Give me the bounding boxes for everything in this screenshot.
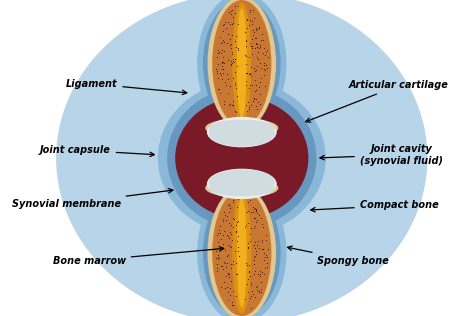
Text: Bone marrow: Bone marrow [53, 246, 224, 266]
Ellipse shape [191, 0, 293, 139]
Ellipse shape [233, 3, 251, 123]
Ellipse shape [204, 190, 280, 316]
Text: Joint capsule: Joint capsule [40, 145, 154, 156]
Ellipse shape [204, 0, 280, 126]
Ellipse shape [208, 169, 276, 198]
Text: Spongy bone: Spongy bone [288, 246, 389, 266]
Ellipse shape [210, 121, 274, 146]
Ellipse shape [233, 193, 251, 313]
Ellipse shape [213, 1, 271, 125]
Ellipse shape [198, 183, 286, 316]
Text: Compact bone: Compact bone [311, 200, 438, 212]
Ellipse shape [158, 82, 325, 234]
Ellipse shape [168, 88, 316, 228]
Ellipse shape [210, 120, 274, 136]
Ellipse shape [213, 190, 271, 315]
Text: Articular cartilage: Articular cartilage [306, 80, 449, 122]
Ellipse shape [198, 0, 286, 133]
Ellipse shape [237, 199, 246, 307]
Ellipse shape [208, 0, 275, 129]
Ellipse shape [208, 118, 276, 147]
Ellipse shape [57, 0, 427, 316]
Text: Synovial membrane: Synovial membrane [11, 188, 173, 209]
Text: Joint cavity
(synovial fluid): Joint cavity (synovial fluid) [320, 144, 443, 166]
Ellipse shape [210, 180, 274, 196]
Ellipse shape [206, 179, 278, 197]
Text: Ligament: Ligament [66, 79, 187, 94]
Ellipse shape [210, 170, 274, 195]
Ellipse shape [208, 187, 275, 316]
Ellipse shape [191, 177, 293, 316]
Ellipse shape [237, 9, 246, 117]
Ellipse shape [176, 98, 307, 218]
Ellipse shape [206, 119, 278, 137]
